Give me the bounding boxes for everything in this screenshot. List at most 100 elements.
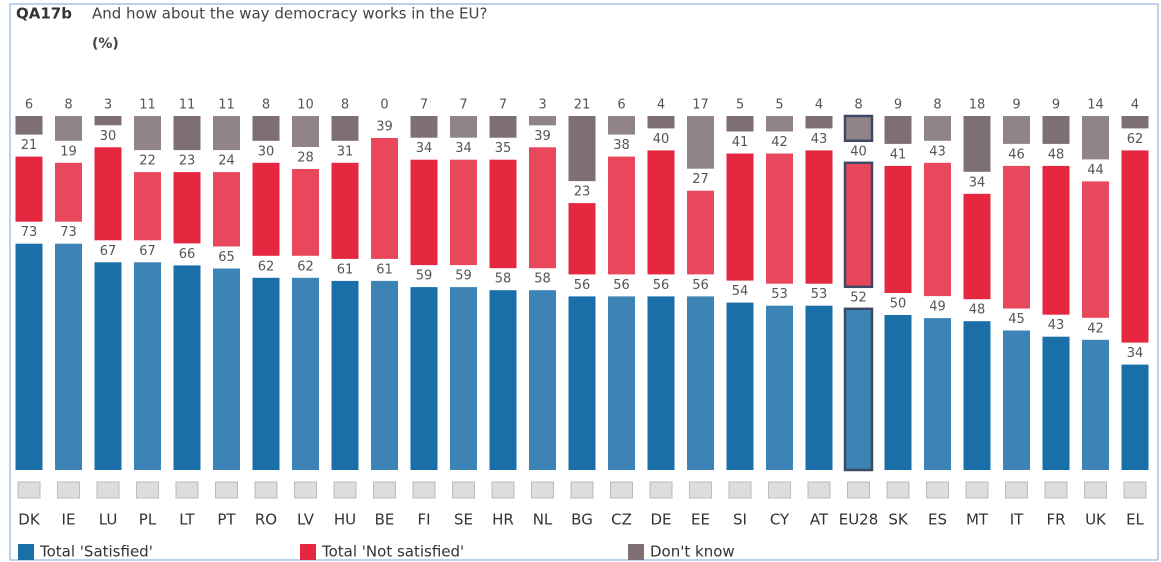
bar-segment bbox=[173, 172, 201, 244]
flag bbox=[807, 481, 831, 499]
flag bbox=[175, 481, 199, 499]
value-label: 67 bbox=[100, 244, 117, 259]
bar-segment bbox=[608, 116, 635, 135]
value-label: 50 bbox=[890, 297, 907, 312]
flag bbox=[570, 481, 594, 499]
value-label: 21 bbox=[574, 98, 591, 113]
legend-label: Total 'Satisfied' bbox=[39, 543, 153, 561]
value-label: 8 bbox=[64, 98, 72, 113]
bar-segment bbox=[1042, 116, 1070, 144]
value-label: 4 bbox=[815, 98, 823, 113]
bar-segment bbox=[489, 116, 517, 138]
x-tick-label: BG bbox=[571, 511, 593, 529]
value-label: 48 bbox=[1048, 147, 1065, 162]
value-label: 30 bbox=[100, 129, 117, 144]
bar-segment bbox=[213, 268, 240, 470]
value-label: 34 bbox=[455, 141, 472, 156]
bar-segment bbox=[1082, 181, 1109, 318]
value-label: 8 bbox=[854, 98, 862, 113]
bar-segment bbox=[94, 116, 122, 126]
bar-segment bbox=[1042, 336, 1070, 470]
value-label: 35 bbox=[495, 141, 512, 156]
bar-segment bbox=[252, 162, 280, 256]
legend-label: Total 'Not satisfied' bbox=[321, 543, 464, 561]
x-tick-label: HR bbox=[492, 511, 514, 529]
flag bbox=[17, 481, 41, 499]
x-tick-label: AT bbox=[810, 511, 829, 529]
value-label: 22 bbox=[139, 154, 156, 169]
value-label: 6 bbox=[617, 98, 625, 113]
legend-swatch bbox=[628, 544, 644, 560]
x-tick-label: DE bbox=[650, 511, 671, 529]
x-tick-label: RO bbox=[255, 511, 277, 529]
bar-segment bbox=[568, 203, 596, 275]
bar-segment bbox=[924, 116, 951, 141]
x-tick-label: ES bbox=[928, 511, 947, 529]
bar-segment bbox=[766, 116, 793, 132]
bar-segment bbox=[173, 116, 201, 151]
value-label: 41 bbox=[732, 135, 749, 150]
bar-segment bbox=[687, 190, 714, 275]
bar-segment bbox=[529, 147, 556, 269]
bar-segment bbox=[410, 159, 438, 266]
value-label: 40 bbox=[653, 132, 670, 147]
flag bbox=[768, 481, 791, 499]
value-label: 67 bbox=[139, 244, 156, 259]
x-tick-label: FI bbox=[417, 511, 430, 529]
bar-segment bbox=[292, 116, 319, 147]
x-tick-label: NL bbox=[533, 511, 553, 529]
bar-segment bbox=[55, 243, 82, 470]
flag bbox=[689, 481, 712, 499]
bar-segment bbox=[371, 280, 398, 470]
bar-segment bbox=[805, 150, 833, 284]
bar-segment bbox=[726, 302, 754, 470]
flag bbox=[1123, 481, 1147, 499]
bar-segment bbox=[963, 116, 991, 172]
flag bbox=[57, 481, 80, 499]
x-tick-label: LT bbox=[179, 511, 195, 529]
value-label: 58 bbox=[534, 272, 551, 287]
bar-segment bbox=[884, 165, 912, 293]
bar-segment bbox=[647, 116, 675, 129]
bar-segment bbox=[843, 307, 874, 472]
value-label: 5 bbox=[775, 98, 783, 113]
flag bbox=[96, 481, 120, 499]
value-label: 19 bbox=[60, 144, 77, 159]
bar-segment bbox=[647, 296, 675, 470]
value-label: 49 bbox=[929, 300, 946, 315]
bar-segment bbox=[963, 193, 991, 300]
chart-subtitle: And how about the way democracy works in… bbox=[92, 5, 487, 23]
value-label: 34 bbox=[416, 141, 433, 156]
value-label: 48 bbox=[969, 303, 986, 318]
bar-segment bbox=[924, 162, 951, 297]
bar-segment bbox=[1121, 150, 1149, 343]
value-label: 66 bbox=[179, 247, 196, 262]
bar-segment bbox=[15, 156, 43, 222]
x-tick-label: SI bbox=[733, 511, 747, 529]
bar-segment bbox=[331, 116, 359, 141]
bar-segment bbox=[213, 172, 240, 247]
value-label: 21 bbox=[21, 138, 38, 153]
flag bbox=[847, 481, 870, 499]
bar-segment bbox=[766, 305, 793, 470]
value-label: 52 bbox=[850, 290, 867, 305]
flag bbox=[649, 481, 673, 499]
value-label: 61 bbox=[376, 262, 393, 277]
unit-label: (%) bbox=[92, 36, 119, 52]
frame bbox=[9, 3, 1159, 561]
value-label: 7 bbox=[499, 98, 507, 113]
bar-segment bbox=[963, 321, 991, 470]
value-label: 59 bbox=[455, 269, 472, 284]
value-label: 17 bbox=[692, 98, 709, 113]
value-label: 54 bbox=[732, 284, 749, 299]
bar-segment bbox=[924, 318, 951, 470]
x-tick-label: LU bbox=[99, 511, 118, 529]
value-label: 34 bbox=[969, 175, 986, 190]
value-label: 4 bbox=[1131, 98, 1139, 113]
bar-segment bbox=[1003, 165, 1030, 309]
legend-swatch bbox=[300, 544, 316, 560]
bar-segment bbox=[252, 116, 280, 141]
value-label: 73 bbox=[21, 225, 38, 240]
bar-segment bbox=[884, 315, 912, 470]
bar-segment bbox=[843, 114, 874, 143]
